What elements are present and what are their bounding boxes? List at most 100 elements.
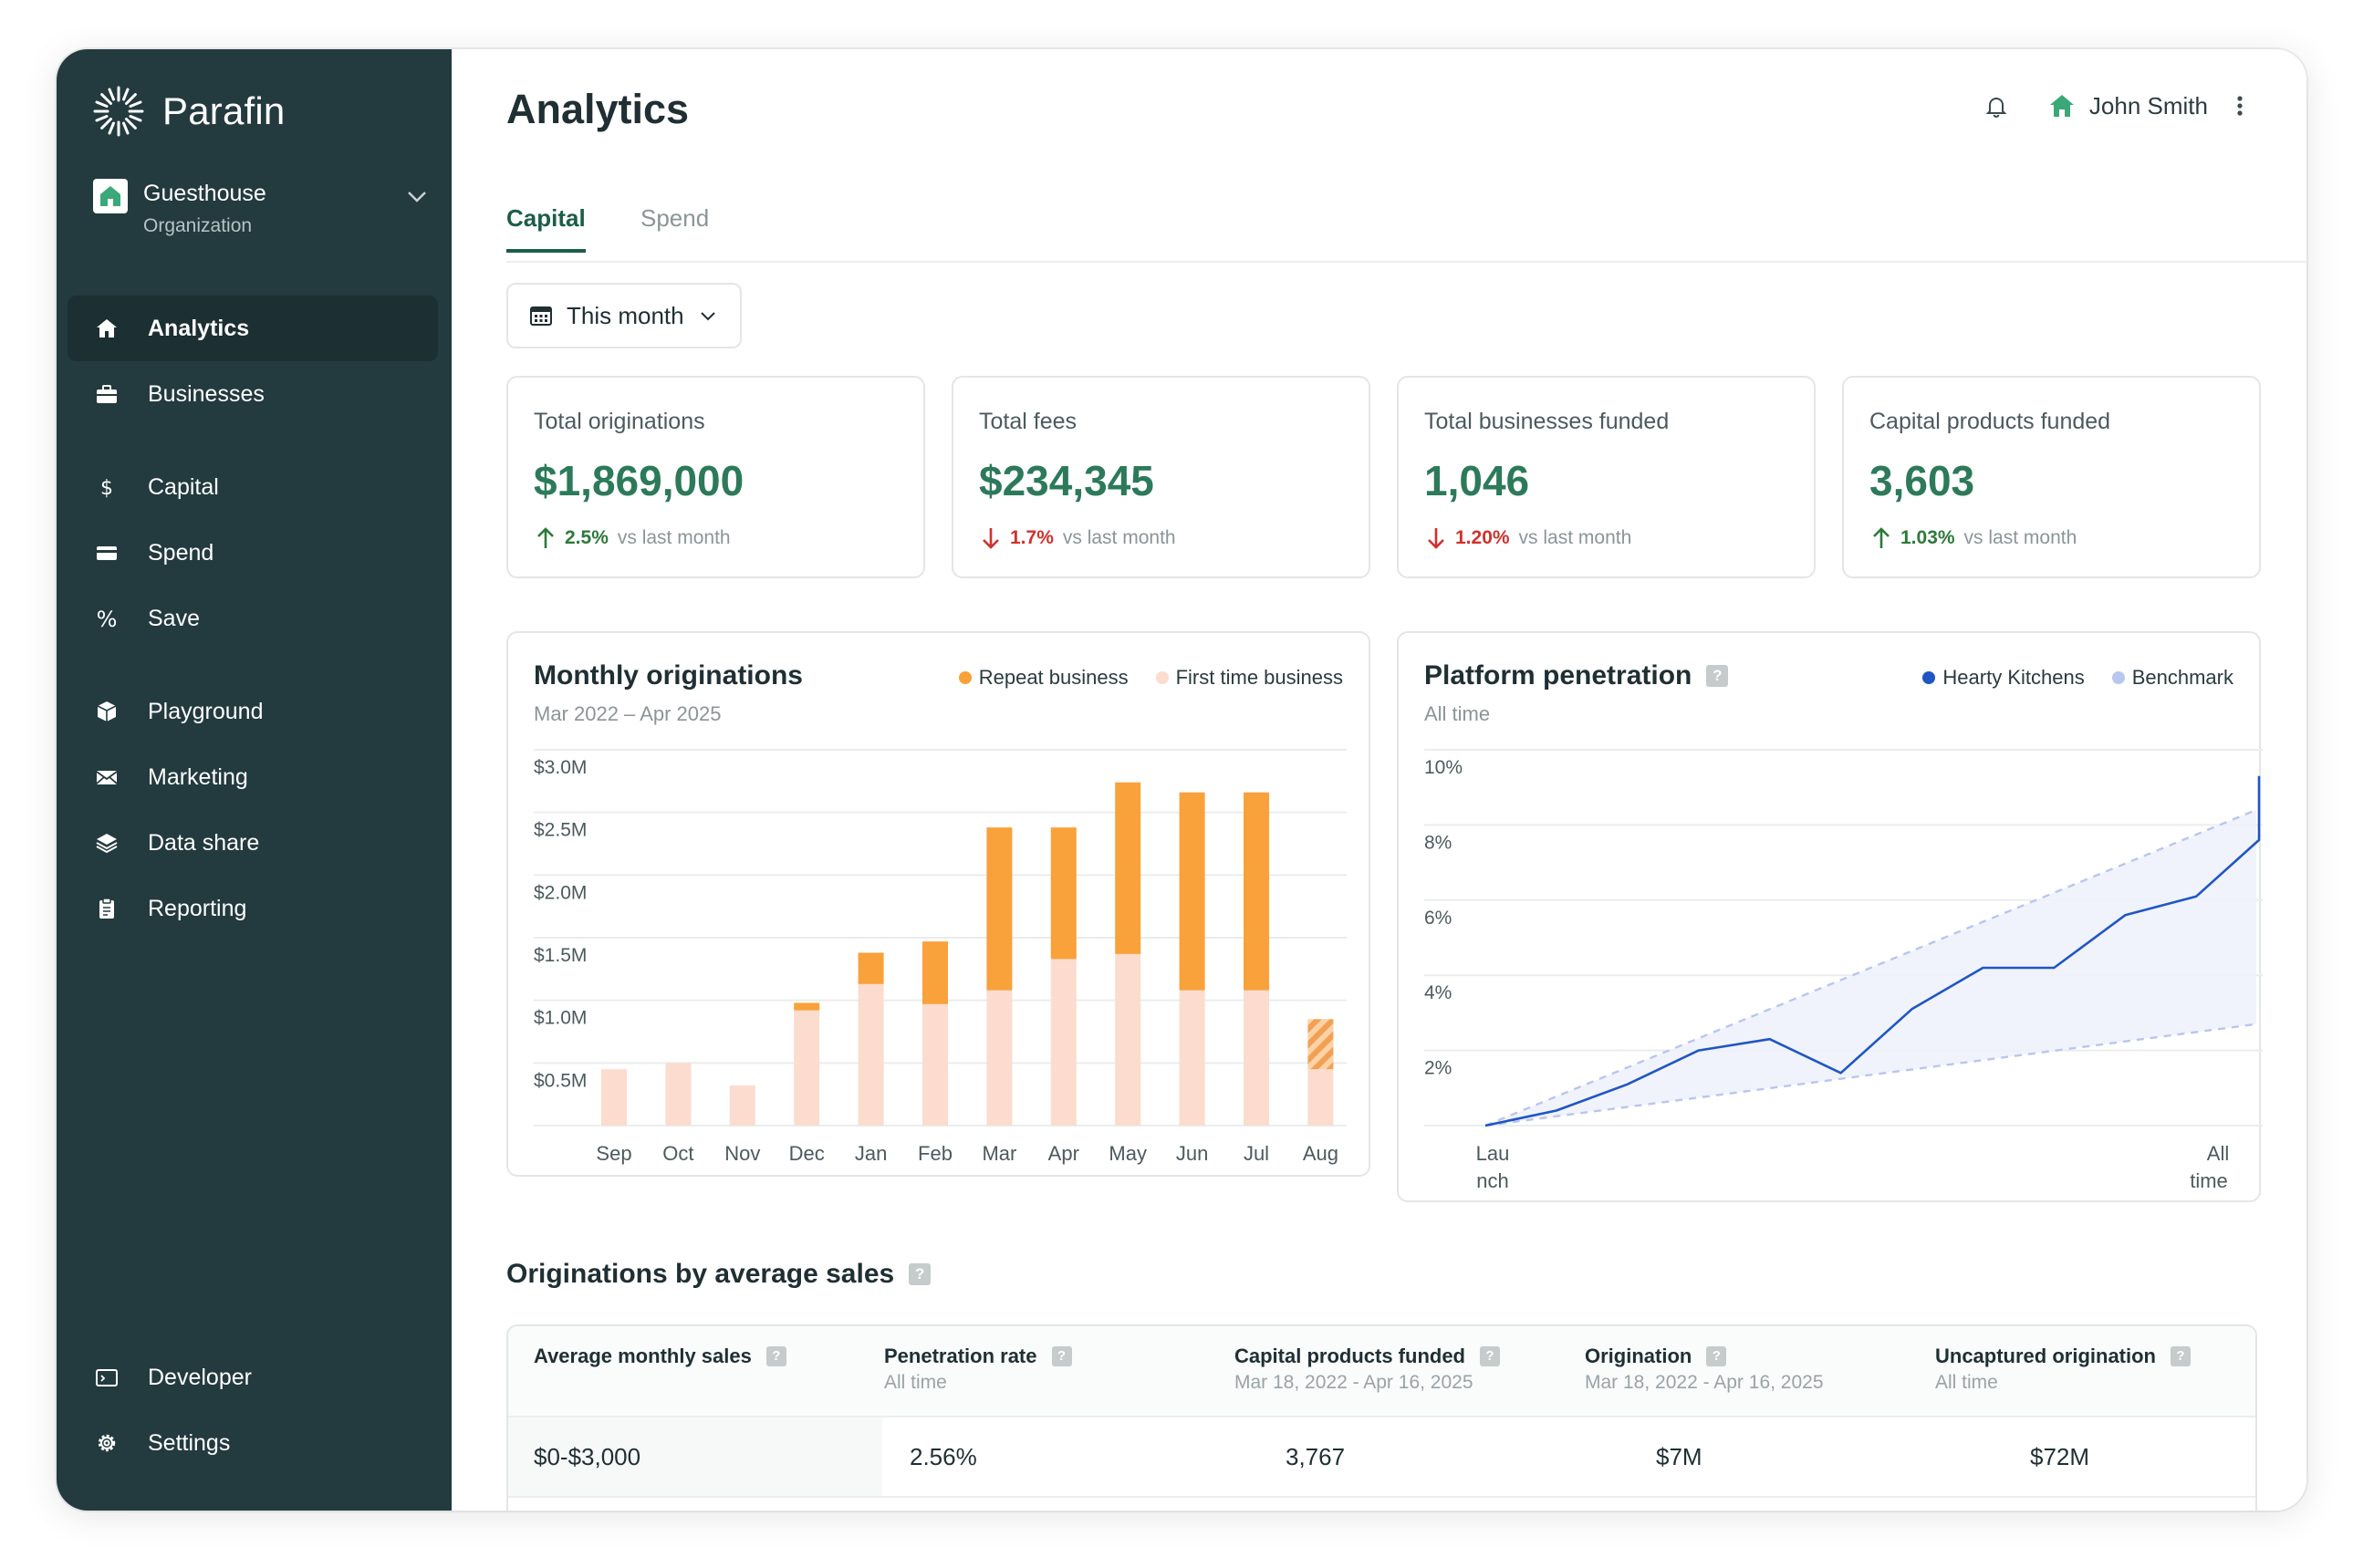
sidebar-item-label: Marketing — [148, 763, 248, 790]
legend-dot — [958, 671, 972, 684]
chevron-down-icon[interactable] — [403, 182, 431, 210]
sidebar-item-data-share[interactable]: Data share — [68, 810, 438, 876]
bell-icon[interactable] — [1982, 91, 2011, 120]
sidebar-item-analytics[interactable]: Analytics — [68, 296, 438, 361]
user-name[interactable]: John Smith — [2088, 91, 2208, 119]
clipboard-icon — [93, 895, 120, 922]
sidebar-item-label: Settings — [148, 1429, 231, 1456]
line-chart: 10% 8% 6% 4% 2% Lau nch All time — [1424, 749, 2263, 1192]
y-tick-label: 8% — [1424, 832, 1452, 853]
table-row[interactable]: $0-$3,000 2.56% 3,767 $7M $72M — [508, 1417, 2255, 1498]
kpi-delta-caption: vs last month — [617, 527, 731, 548]
y-tick-label: $3.0M — [534, 757, 587, 778]
x-tick-label: All — [2207, 1142, 2229, 1165]
tab-spend[interactable]: Spend — [640, 204, 710, 232]
arrow-down-icon — [983, 528, 999, 549]
tab-capital[interactable]: Capital — [506, 204, 586, 253]
sidebar-item-label: Save — [148, 605, 200, 631]
x-tick-label: Jan — [855, 1142, 887, 1165]
kpi-delta-value: 1.7% — [1010, 527, 1054, 548]
sidebar-item-spend[interactable]: Spend — [68, 520, 438, 586]
legend-dot — [2111, 671, 2125, 684]
sidebar-item-businesses[interactable]: Businesses — [68, 361, 438, 427]
column-header-label: Capital products funded — [1234, 1345, 1465, 1367]
main-content: Analytics John Smith Capital Spend This … — [452, 49, 2306, 1511]
section-title: Originations by average sales? — [506, 1259, 932, 1290]
column-header[interactable]: Penetration rate? All time — [884, 1345, 1072, 1394]
svg-text:%: % — [97, 607, 118, 631]
kpi-delta: 1.20% vs last month — [1424, 525, 1631, 551]
bar-first-time — [1050, 959, 1077, 1126]
help-icon[interactable]: ? — [1051, 1346, 1072, 1366]
bar-repeat — [794, 1002, 820, 1011]
help-icon[interactable]: ? — [1706, 1346, 1727, 1366]
sidebar-item-developer[interactable]: Developer — [68, 1345, 438, 1410]
column-header[interactable]: Capital products funded? Mar 18, 2022 - A… — [1234, 1345, 1500, 1394]
legend-dot — [1155, 671, 1169, 684]
legend-dot — [1922, 671, 1936, 684]
kpi-value: 3,603 — [1869, 457, 1975, 504]
legend-item-repeat: Repeat business — [958, 666, 1129, 690]
y-tick-label: 10% — [1424, 757, 1463, 778]
column-header[interactable]: Average monthly sales? — [534, 1345, 786, 1372]
x-tick-label: May — [1109, 1142, 1147, 1165]
chart-title-text: Platform penetration — [1424, 660, 1692, 691]
sidebar-item-playground[interactable]: Playground — [68, 679, 438, 744]
sidebar-item-label: Reporting — [148, 895, 247, 921]
help-icon[interactable]: ? — [1706, 665, 1729, 687]
app-window: Parafin Guesthouse Organization Analytic… — [57, 49, 2306, 1511]
kpi-delta-caption: vs last month — [1963, 527, 2077, 548]
help-icon[interactable]: ? — [2171, 1346, 2191, 1366]
sidebar-item-settings[interactable]: Settings — [68, 1410, 438, 1476]
hearty-kitchens-line — [1484, 775, 2261, 1127]
kpi-value: 1,046 — [1424, 457, 1530, 504]
sidebar-item-capital[interactable]: $ Capital — [68, 454, 438, 520]
sidebar-item-marketing[interactable]: Marketing — [68, 744, 438, 810]
column-header[interactable]: Uncaptured origination? All time — [1935, 1345, 2191, 1394]
legend-label: Benchmark — [2131, 666, 2233, 689]
column-header-label: Average monthly sales — [534, 1345, 752, 1367]
layers-icon — [93, 829, 120, 857]
sidebar-item-label: Businesses — [148, 380, 265, 407]
x-tick-label: Dec — [789, 1142, 825, 1165]
date-range-label: This month — [567, 301, 684, 329]
sidebar-item-label: Analytics — [148, 315, 250, 341]
x-tick-label: time — [2190, 1169, 2228, 1192]
kpi-label: Total fees — [979, 409, 1078, 434]
help-icon[interactable]: ? — [765, 1346, 786, 1366]
date-range-dropdown[interactable]: This month — [506, 283, 742, 348]
bar-repeat — [1244, 792, 1269, 991]
legend-item-hearty: Hearty Kitchens — [1922, 666, 2085, 690]
sidebar-item-reporting[interactable]: Reporting — [68, 876, 438, 941]
bar-repeat — [986, 827, 1013, 991]
logo[interactable]: Parafin — [91, 84, 285, 139]
help-icon[interactable]: ? — [1480, 1346, 1500, 1366]
chart-card-monthly-originations: Monthly originations Mar 2022 – Apr 2025… — [506, 631, 1370, 1177]
kpi-label: Capital products funded — [1869, 409, 2111, 434]
help-icon[interactable]: ? — [909, 1263, 932, 1285]
y-tick-label: $2.0M — [534, 882, 587, 903]
credit-card-icon — [93, 539, 120, 566]
kpi-delta-value: 1.03% — [1900, 527, 1955, 548]
originations-table: Average monthly sales? Penetration rate?… — [506, 1324, 2257, 1511]
bar-first-time — [1244, 990, 1269, 1126]
y-tick-label: 4% — [1424, 982, 1452, 1003]
legend-label: Repeat business — [978, 666, 1129, 689]
org-switcher[interactable]: Guesthouse Organization — [93, 177, 431, 250]
kpi-card-total-businesses-funded: Total businesses funded 1,046 1.20% vs l… — [1397, 376, 1816, 578]
arrow-down-icon — [1428, 528, 1444, 549]
bar-repeat — [858, 952, 884, 984]
kpi-card-capital-products-funded: Capital products funded 3,603 1.03% vs l… — [1842, 376, 2261, 578]
column-header[interactable]: Origination? Mar 18, 2022 - Apr 16, 2025 — [1585, 1345, 1824, 1394]
x-tick-label: Aug — [1303, 1142, 1338, 1165]
table-cell: $7M — [1656, 1443, 1702, 1470]
x-tick-label: Nov — [724, 1142, 760, 1165]
more-vertical-icon[interactable] — [2228, 91, 2252, 120]
x-tick-label: Lau — [1476, 1142, 1510, 1165]
first-column-bg — [508, 1417, 882, 1496]
bar-repeat — [1115, 782, 1141, 954]
sidebar-item-label: Data share — [148, 829, 260, 856]
x-tick-label: Mar — [982, 1142, 1016, 1165]
sidebar-item-save[interactable]: % Save — [68, 586, 438, 651]
kpi-delta: 1.7% vs last month — [979, 525, 1176, 551]
